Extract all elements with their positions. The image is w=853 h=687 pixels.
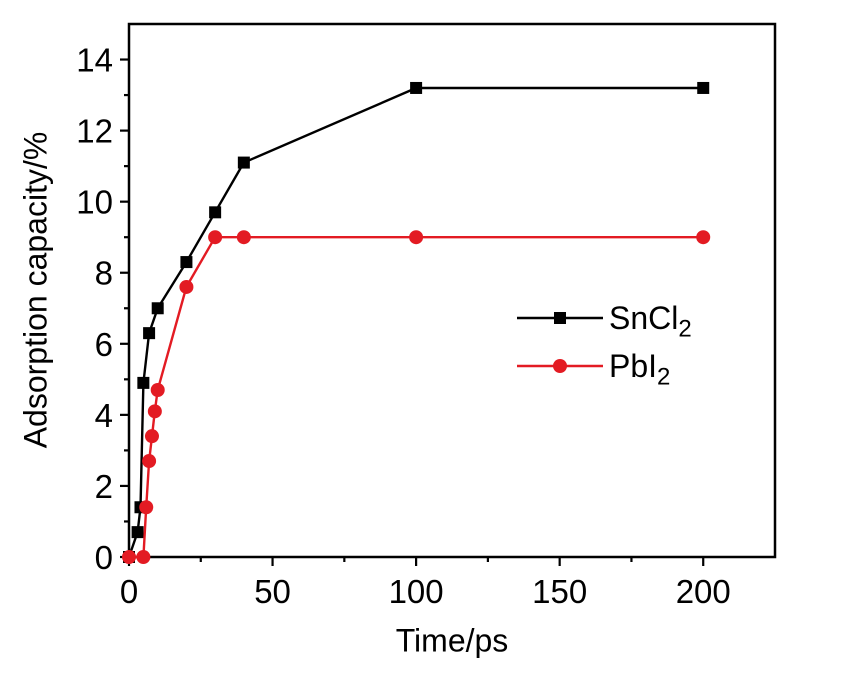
SnCl2-data-point-marker <box>137 376 150 389</box>
PbI2-data-point-marker <box>147 404 162 419</box>
y-tick-label: 8 <box>95 255 113 292</box>
x-tick-label: 0 <box>120 573 138 610</box>
sncl2-line-square-swatch <box>517 312 603 324</box>
plot-frame <box>127 22 777 559</box>
PbI2-data-point-marker <box>139 500 154 515</box>
y-tick-label: 2 <box>95 468 113 505</box>
SnCl2-data-point-marker <box>151 302 164 315</box>
legend-label-pbi2-main: PbI <box>609 348 658 384</box>
PbI2-data-point-marker <box>136 550 151 564</box>
PbI2-line <box>129 235 704 559</box>
y-tick-label: 0 <box>95 539 113 576</box>
x-tick-label: 150 <box>532 573 587 610</box>
legend-label-pbi2-sub: 2 <box>657 363 671 391</box>
PbI2-data-point-marker <box>696 230 711 245</box>
y-tick-label: 4 <box>95 397 113 434</box>
y-tick-label: 10 <box>76 184 113 221</box>
PbI2-data-point-marker <box>409 230 424 245</box>
legend: SnCl2 PbI2 <box>515 296 692 392</box>
y-tick-label: 14 <box>76 42 113 79</box>
PbI2-legend-marker <box>553 359 567 373</box>
y-tick-label: 12 <box>76 113 113 150</box>
SnCl2-data-point-marker <box>180 256 193 269</box>
SnCl2-data-point-marker <box>697 81 710 94</box>
legend-item-sncl2: SnCl2 <box>515 296 692 341</box>
x-tick-label: 200 <box>676 573 731 610</box>
PbI2-data-point-marker <box>142 454 157 469</box>
legend-label-pbi2: PbI2 <box>609 348 670 389</box>
pbi2-line-circle-swatch <box>517 359 603 373</box>
legend-label-sncl2-main: SnCl <box>609 300 679 336</box>
x-axis-title: Time/ps <box>395 622 509 659</box>
SnCl2-data-point-marker <box>209 206 222 219</box>
legend-item-pbi2: PbI2 <box>515 344 692 389</box>
legend-label-sncl2: SnCl2 <box>609 300 692 341</box>
PbI2-data-point-marker <box>122 550 136 564</box>
SnCl2-data-point-marker <box>143 327 156 340</box>
PbI2-data-point-marker <box>179 279 194 294</box>
PbI2-data-point-marker <box>150 382 165 397</box>
SnCl2-data-point-marker <box>131 526 144 539</box>
x-tick-label: 50 <box>254 573 291 610</box>
y-tick-label: 6 <box>95 326 113 363</box>
x-tick-label: 100 <box>389 573 444 610</box>
PbI2-data-point-marker <box>144 429 159 444</box>
PbI2-data-point-marker <box>236 230 251 245</box>
SnCl2-data-point-marker <box>237 156 250 169</box>
y-axis-title: Adsorption capacity/% <box>17 131 54 449</box>
SnCl2-data-point-marker <box>410 81 423 94</box>
legend-label-sncl2-sub: 2 <box>678 315 692 343</box>
PbI2-data-point-marker <box>208 230 223 245</box>
SnCl2-legend-marker <box>554 312 566 324</box>
